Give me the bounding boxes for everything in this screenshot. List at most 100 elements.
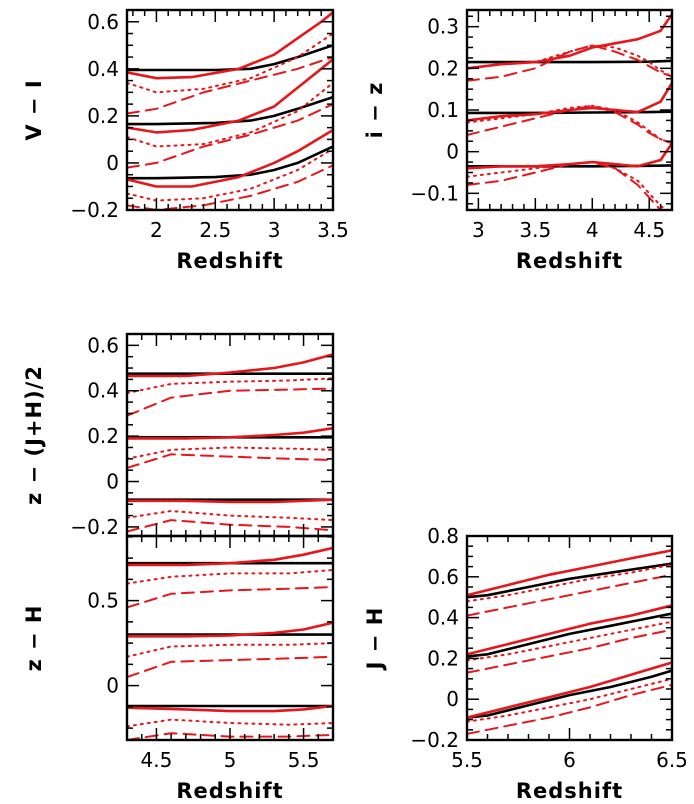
series-line-solid-red bbox=[127, 128, 333, 188]
series-line-dotted-red bbox=[467, 161, 668, 210]
y-tick-label: 0.2 bbox=[427, 646, 459, 670]
series-line-solid-red bbox=[467, 604, 672, 656]
series-line-dotted-red bbox=[127, 510, 333, 522]
series-line-solid-red bbox=[467, 661, 672, 719]
series-line-solid-red bbox=[127, 426, 333, 440]
series-line-solid-black bbox=[467, 612, 672, 658]
y-tick-label: 0.6 bbox=[427, 565, 459, 589]
x-axis-title: Redshift bbox=[516, 249, 623, 273]
x-tick-label: 3 bbox=[472, 218, 485, 242]
x-axis-title: Redshift bbox=[176, 249, 283, 273]
series-line-dashed-red bbox=[127, 56, 333, 115]
series-group bbox=[467, 12, 672, 210]
y-axis-title: J − H bbox=[363, 607, 387, 672]
panel-4: 4.5 5 5.5 0 0.5 Redshift z − H bbox=[22, 534, 335, 803]
series-line-dashed-red bbox=[127, 655, 333, 679]
series-line-dotted-red bbox=[127, 642, 333, 658]
series-line-solid-black bbox=[467, 562, 672, 599]
x-axis-title: Redshift bbox=[516, 779, 623, 803]
x-tick-label: 3 bbox=[268, 218, 281, 242]
series-line-dotted-red bbox=[127, 718, 333, 728]
series-line-solid-red bbox=[127, 704, 333, 713]
x-tick-label: 2 bbox=[150, 218, 163, 242]
series-line-solid-black bbox=[127, 145, 333, 180]
series-line-solid-red bbox=[467, 81, 672, 122]
series-line-solid-black bbox=[127, 43, 333, 72]
series-line-solid-red bbox=[127, 498, 333, 504]
series-line-solid-black bbox=[127, 95, 333, 126]
series-line-dotted-red bbox=[467, 44, 672, 78]
y-axis-title: z − H bbox=[22, 604, 46, 671]
series-line-dotted-red bbox=[467, 563, 672, 603]
y-tick-label: 0.6 bbox=[87, 333, 119, 357]
panel-1: 2 2.5 3 3.5 −0.2 0 0.2 0.4 0.6 Redshift V − I bbox=[22, 8, 349, 273]
y-tick-label: 0 bbox=[446, 140, 459, 164]
y-tick-label: −0.1 bbox=[410, 181, 459, 205]
x-tick-label: 6.5 bbox=[656, 748, 688, 772]
y-tick-label: 0.2 bbox=[427, 56, 459, 80]
series-group bbox=[467, 548, 672, 735]
series-line-dashed-red bbox=[127, 103, 333, 169]
y-tick-label: 0 bbox=[106, 151, 119, 175]
series-line-solid-red bbox=[127, 58, 333, 134]
series-line-dotted-red bbox=[127, 147, 333, 202]
series-line-dashed-red bbox=[467, 683, 672, 735]
x-tick-label: 5 bbox=[224, 748, 237, 772]
y-tick-label: 0.4 bbox=[87, 57, 119, 81]
series-line-dashed-red bbox=[127, 453, 333, 469]
series-line-dashed-red bbox=[467, 573, 672, 617]
x-tick-label: 3.5 bbox=[519, 218, 551, 242]
y-tick-label: 0.1 bbox=[427, 98, 459, 122]
x-tick-label: 5.5 bbox=[288, 748, 320, 772]
series-line-dashed-red bbox=[467, 628, 672, 674]
series-line-dotted-red bbox=[467, 677, 672, 723]
series-line-solid-red bbox=[127, 11, 333, 80]
plot-frame bbox=[125, 332, 335, 538]
panel-2: 3 3.5 4 4.5 −0.1 0 0.1 0.2 0.3 Redshift i − z bbox=[363, 8, 674, 273]
series-line-solid-black bbox=[467, 59, 672, 64]
series-line-solid-red bbox=[127, 621, 333, 638]
x-tick-label: 2.5 bbox=[199, 218, 231, 242]
y-tick-label: 0.4 bbox=[427, 606, 459, 630]
series-line-dotted-red bbox=[467, 620, 672, 662]
series-group bbox=[127, 11, 333, 210]
x-tick-label: 3.5 bbox=[317, 218, 349, 242]
x-tick-label: 4.5 bbox=[633, 218, 665, 242]
x-tick-label: 4.5 bbox=[141, 748, 173, 772]
y-tick-label: 0 bbox=[106, 674, 119, 698]
y-tick-label: 0 bbox=[446, 687, 459, 711]
series-line-dashed-red bbox=[467, 161, 663, 210]
y-tick-label: 0.8 bbox=[427, 524, 459, 548]
series-line-solid-red bbox=[467, 12, 672, 70]
series-line-solid-black bbox=[467, 669, 672, 719]
series-line-solid-red bbox=[127, 546, 333, 567]
y-tick-label: 0.2 bbox=[87, 424, 119, 448]
y-tick-label: 0.5 bbox=[87, 589, 119, 613]
y-tick-label: 0.6 bbox=[87, 10, 119, 34]
y-tick-label: 0.4 bbox=[87, 379, 119, 403]
series-line-dashed-red bbox=[467, 44, 672, 82]
series-line-dotted-red bbox=[127, 81, 333, 148]
series-line-solid-red bbox=[467, 548, 672, 597]
y-tick-label: 0.3 bbox=[427, 15, 459, 39]
y-tick-label: −0.2 bbox=[70, 198, 119, 222]
x-tick-label: 5.5 bbox=[451, 748, 483, 772]
series-line-dotted-red bbox=[127, 569, 333, 585]
series-group bbox=[127, 353, 333, 533]
panel-5: 5.5 6 6.5 −0.2 0 0.2 0.4 0.6 0.8 Redshift J − H bbox=[363, 524, 688, 803]
panel-3: −0.2 0 0.2 0.4 0.6 z − (J+H)/2 bbox=[22, 332, 335, 539]
series-line-dashed-red bbox=[467, 104, 672, 145]
series-line-solid-black bbox=[467, 110, 672, 115]
x-tick-label: 6 bbox=[563, 748, 576, 772]
y-axis-title: V − I bbox=[22, 79, 46, 140]
y-axis-title: i − z bbox=[363, 82, 387, 139]
series-line-dotted-red bbox=[127, 377, 333, 394]
series-line-dotted-red bbox=[127, 446, 333, 460]
series-line-dashed-red bbox=[127, 586, 333, 609]
series-line-solid-red bbox=[127, 353, 333, 378]
y-tick-label: −0.2 bbox=[410, 728, 459, 752]
x-axis-title: Redshift bbox=[176, 779, 283, 803]
x-tick-label: 4 bbox=[586, 218, 599, 242]
y-axis-title: z − (J+H)/2 bbox=[22, 365, 46, 505]
